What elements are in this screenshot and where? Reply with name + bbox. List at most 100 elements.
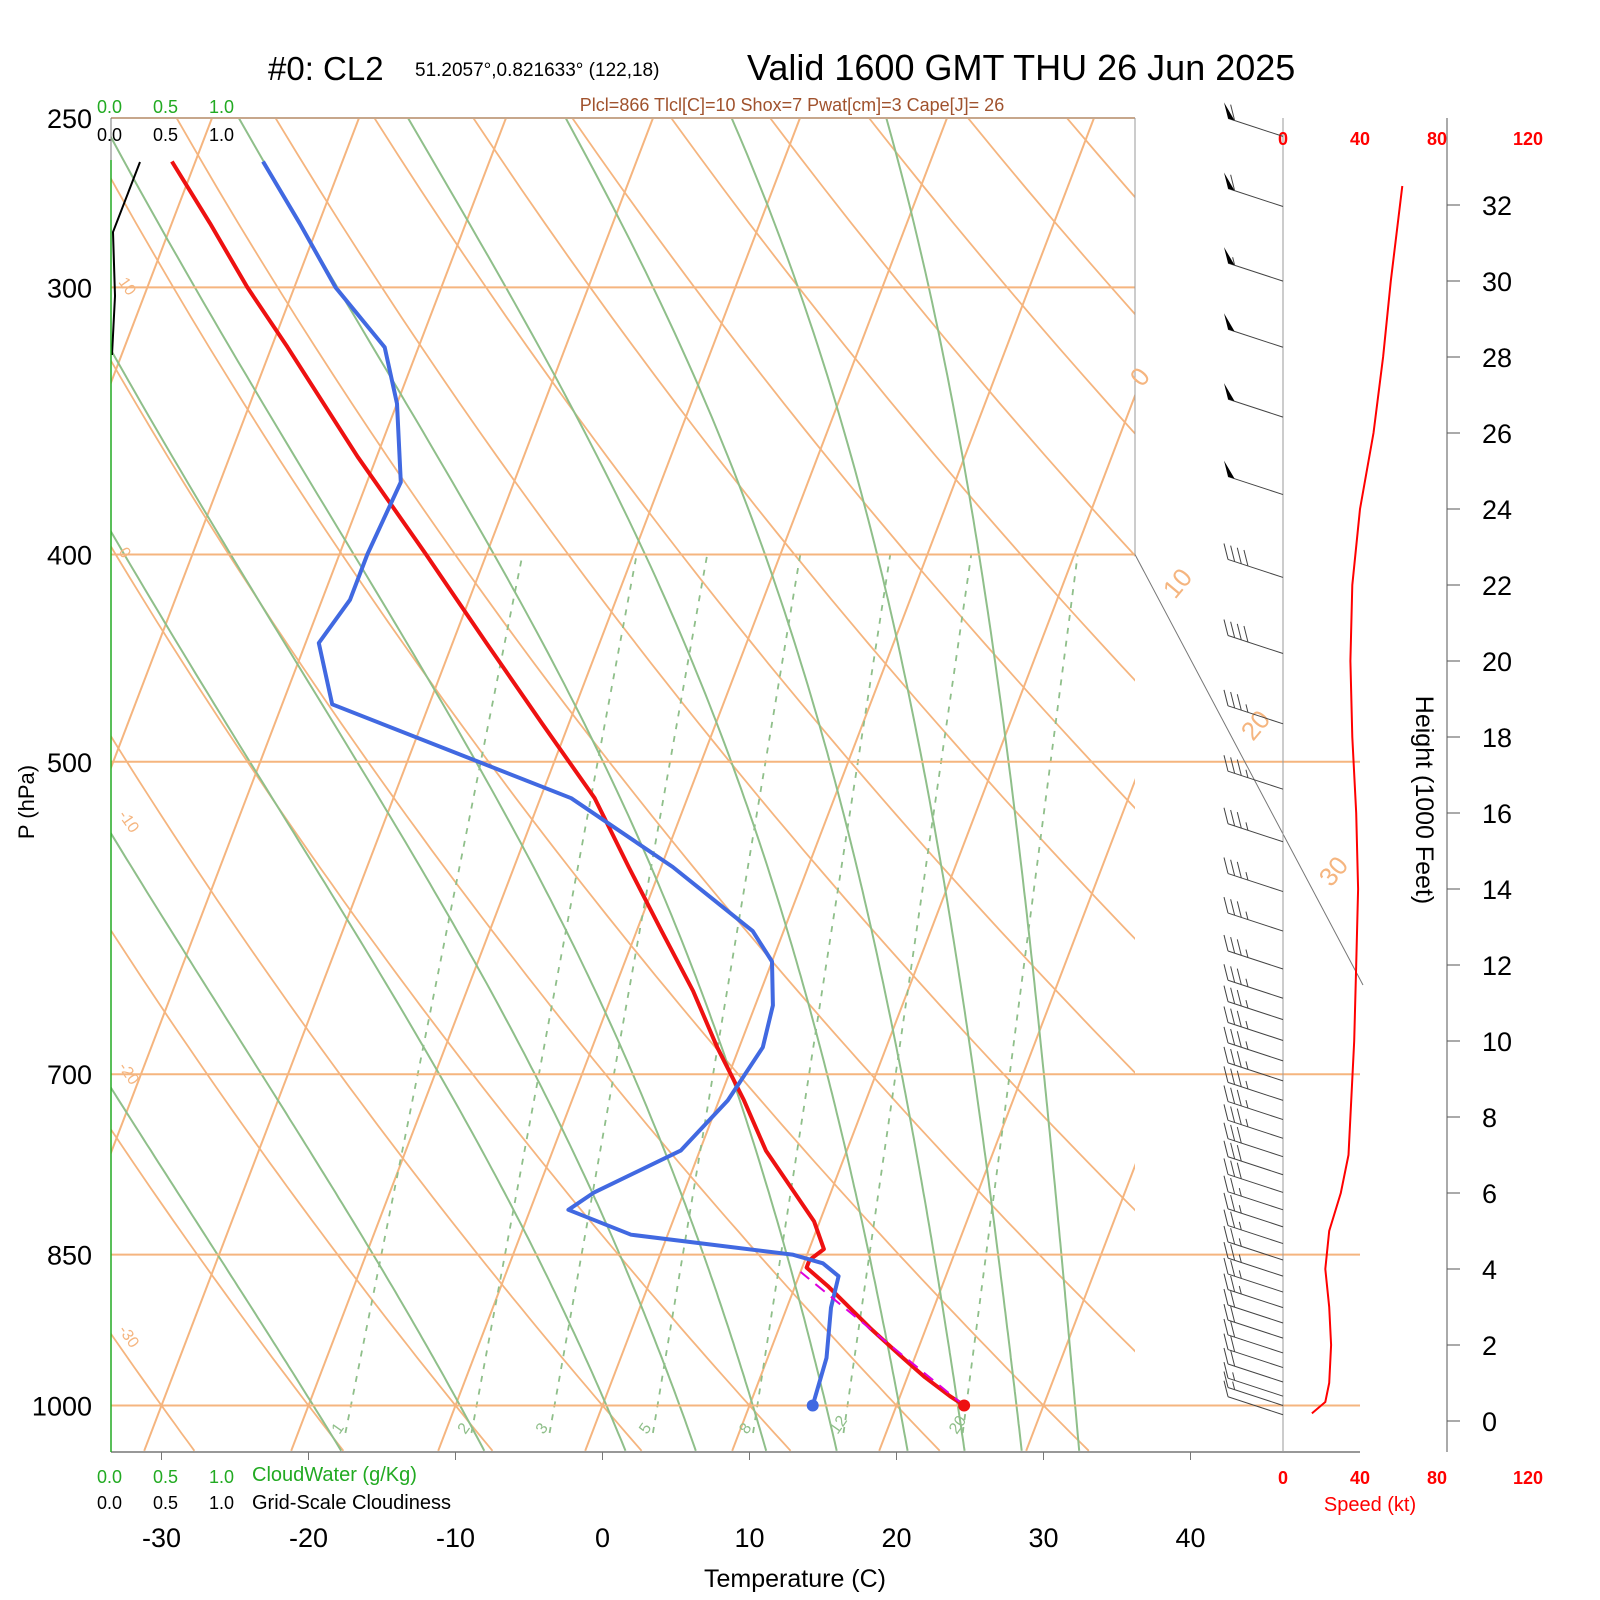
isotherm-label: 20 xyxy=(1235,704,1277,745)
wind-barb-staff xyxy=(1227,1138,1284,1158)
cw-bottom-tick-0: 0.0 xyxy=(97,1467,122,1487)
frame-slant xyxy=(1134,554,1364,986)
wind-barb-flag xyxy=(1223,1225,1229,1243)
cw-top-tick-1: 0.5 xyxy=(153,97,178,117)
wind-barb-staff xyxy=(1227,950,1284,970)
moist-adiabat-line xyxy=(406,118,909,1451)
dry-adiabat-line xyxy=(670,118,1135,682)
wind-barb xyxy=(1223,1158,1284,1193)
wind-barb xyxy=(1223,807,1284,843)
wind-barb-flag xyxy=(1230,174,1236,191)
dry-adiabat-line xyxy=(111,359,941,1452)
wind-barb-pennant xyxy=(1224,172,1235,191)
moist-adiabat-line xyxy=(111,529,627,1452)
height-tick-label: 10 xyxy=(1482,1027,1512,1057)
wind-barb-pennant xyxy=(1224,247,1235,266)
wind-barb-pennant xyxy=(1224,102,1235,121)
parcel-line xyxy=(799,1271,965,1407)
wind-barb xyxy=(1223,1046,1284,1082)
isotherm-line xyxy=(1025,1163,1135,1452)
wind-barb-flag xyxy=(1230,1350,1236,1367)
dry-adiabat-line xyxy=(111,734,643,1452)
isotherm-line xyxy=(111,118,508,1156)
cloudiness-label: Grid-Scale Cloudiness xyxy=(252,1492,451,1514)
wind-barb-flag xyxy=(1223,619,1229,636)
wind-barb-staff xyxy=(1227,398,1284,418)
moist-adiabat-line xyxy=(730,118,1023,1451)
isotherm-line xyxy=(437,118,949,1452)
wind-barb-staff xyxy=(1227,1387,1284,1406)
cloudwater-scale-top: 0.0 0.5 1.0 0.0 0.5 1.0 xyxy=(97,97,234,145)
wind-barb-half xyxy=(1245,704,1249,713)
wind-barb xyxy=(1223,1303,1284,1339)
wind-speed-line xyxy=(1311,185,1404,1415)
height-tick-label: 12 xyxy=(1482,951,1512,981)
wind-barb xyxy=(1223,896,1284,932)
dry-adiabat-line xyxy=(1133,80,1600,1451)
wind-barb-staff xyxy=(1227,476,1284,496)
wind-barb xyxy=(1224,383,1284,418)
wind-barb-staff xyxy=(1227,823,1284,843)
height-tick-label: 6 xyxy=(1482,1179,1497,1209)
wind-barb-staff xyxy=(1227,1304,1284,1324)
wind-barb-flag xyxy=(1230,1228,1236,1245)
wind-barb-flag xyxy=(1223,807,1229,824)
moist-adiabat-line xyxy=(237,118,838,1452)
wind-barb-flag xyxy=(1230,1244,1236,1261)
wind-barb xyxy=(1223,1362,1284,1397)
moist-adiabat-line xyxy=(111,831,486,1452)
wind-barb-flag xyxy=(1230,859,1236,876)
wind-barb-flag xyxy=(1236,1126,1242,1144)
wind-barb-staff xyxy=(1227,1396,1284,1416)
isotherm-line xyxy=(290,118,802,1452)
wind-barb xyxy=(1223,1333,1284,1369)
pressure-tick-label: 850 xyxy=(47,1241,92,1271)
wind-barb-staff xyxy=(1227,770,1284,790)
wind-barb-flag xyxy=(1230,1321,1236,1338)
isotherm-label: 10 xyxy=(1157,562,1199,603)
wind-barb-flag xyxy=(1230,1306,1236,1323)
wind-barb-flag xyxy=(1230,966,1236,983)
chart-title: Valid 1600 GMT THU 26 Jun 2025 xyxy=(747,47,1295,88)
wind-barb-flag xyxy=(1230,1177,1236,1195)
wind-barb-flag xyxy=(1223,689,1229,706)
wind-barb xyxy=(1223,1192,1284,1228)
wind-barb-flag xyxy=(1230,757,1236,774)
wind-barb-half xyxy=(1245,1041,1249,1050)
height-tick-label: 28 xyxy=(1482,343,1512,373)
wind-barb-staff xyxy=(1227,262,1284,282)
wind-barb xyxy=(1223,985,1284,1021)
wind-barb-flag xyxy=(1236,968,1242,985)
wind-barb-flag xyxy=(1223,755,1229,772)
wind-barb xyxy=(1223,1140,1284,1176)
wind-barb-half xyxy=(1238,1270,1242,1279)
wind-barb-flag xyxy=(1223,1303,1229,1321)
temperature-tick-label: -20 xyxy=(289,1523,328,1553)
pressure-tick-label: 250 xyxy=(47,104,92,134)
wind-barb-flag xyxy=(1230,1068,1236,1085)
wind-barb-staff xyxy=(1227,1241,1284,1261)
isotherm-label: 0 xyxy=(1124,361,1156,391)
height-tick-label: 30 xyxy=(1482,267,1512,297)
wind-barb-flag xyxy=(1223,1026,1229,1044)
wind-barb-flag xyxy=(1223,1257,1229,1275)
wind-barb xyxy=(1223,1288,1284,1324)
wind-barb-flag xyxy=(1236,547,1242,564)
wind-barb-staff xyxy=(1227,1191,1284,1211)
height-tick-label: 4 xyxy=(1482,1255,1497,1285)
wind-barb-half xyxy=(1232,1381,1236,1390)
cw-top-tick-0: 0.0 xyxy=(97,97,122,117)
dry-adiabat-line xyxy=(111,176,1090,1452)
wind-barb-flag xyxy=(1236,1031,1242,1048)
wind-barb-flag xyxy=(1223,1122,1229,1139)
isobar-lines xyxy=(111,117,1360,1407)
wind-barb-half xyxy=(1245,949,1249,958)
wind-barb-flag xyxy=(1230,1291,1236,1308)
wind-barb-staff xyxy=(1227,1001,1284,1021)
plot-frame xyxy=(110,117,1364,1460)
wind-barb xyxy=(1224,247,1284,282)
wind-barb-flag xyxy=(1223,896,1229,914)
cc-bottom-tick-2: 1.0 xyxy=(209,1493,234,1513)
wind-barb-flag xyxy=(1243,625,1249,643)
speed-tick-bottom: 0 xyxy=(1278,1468,1288,1488)
